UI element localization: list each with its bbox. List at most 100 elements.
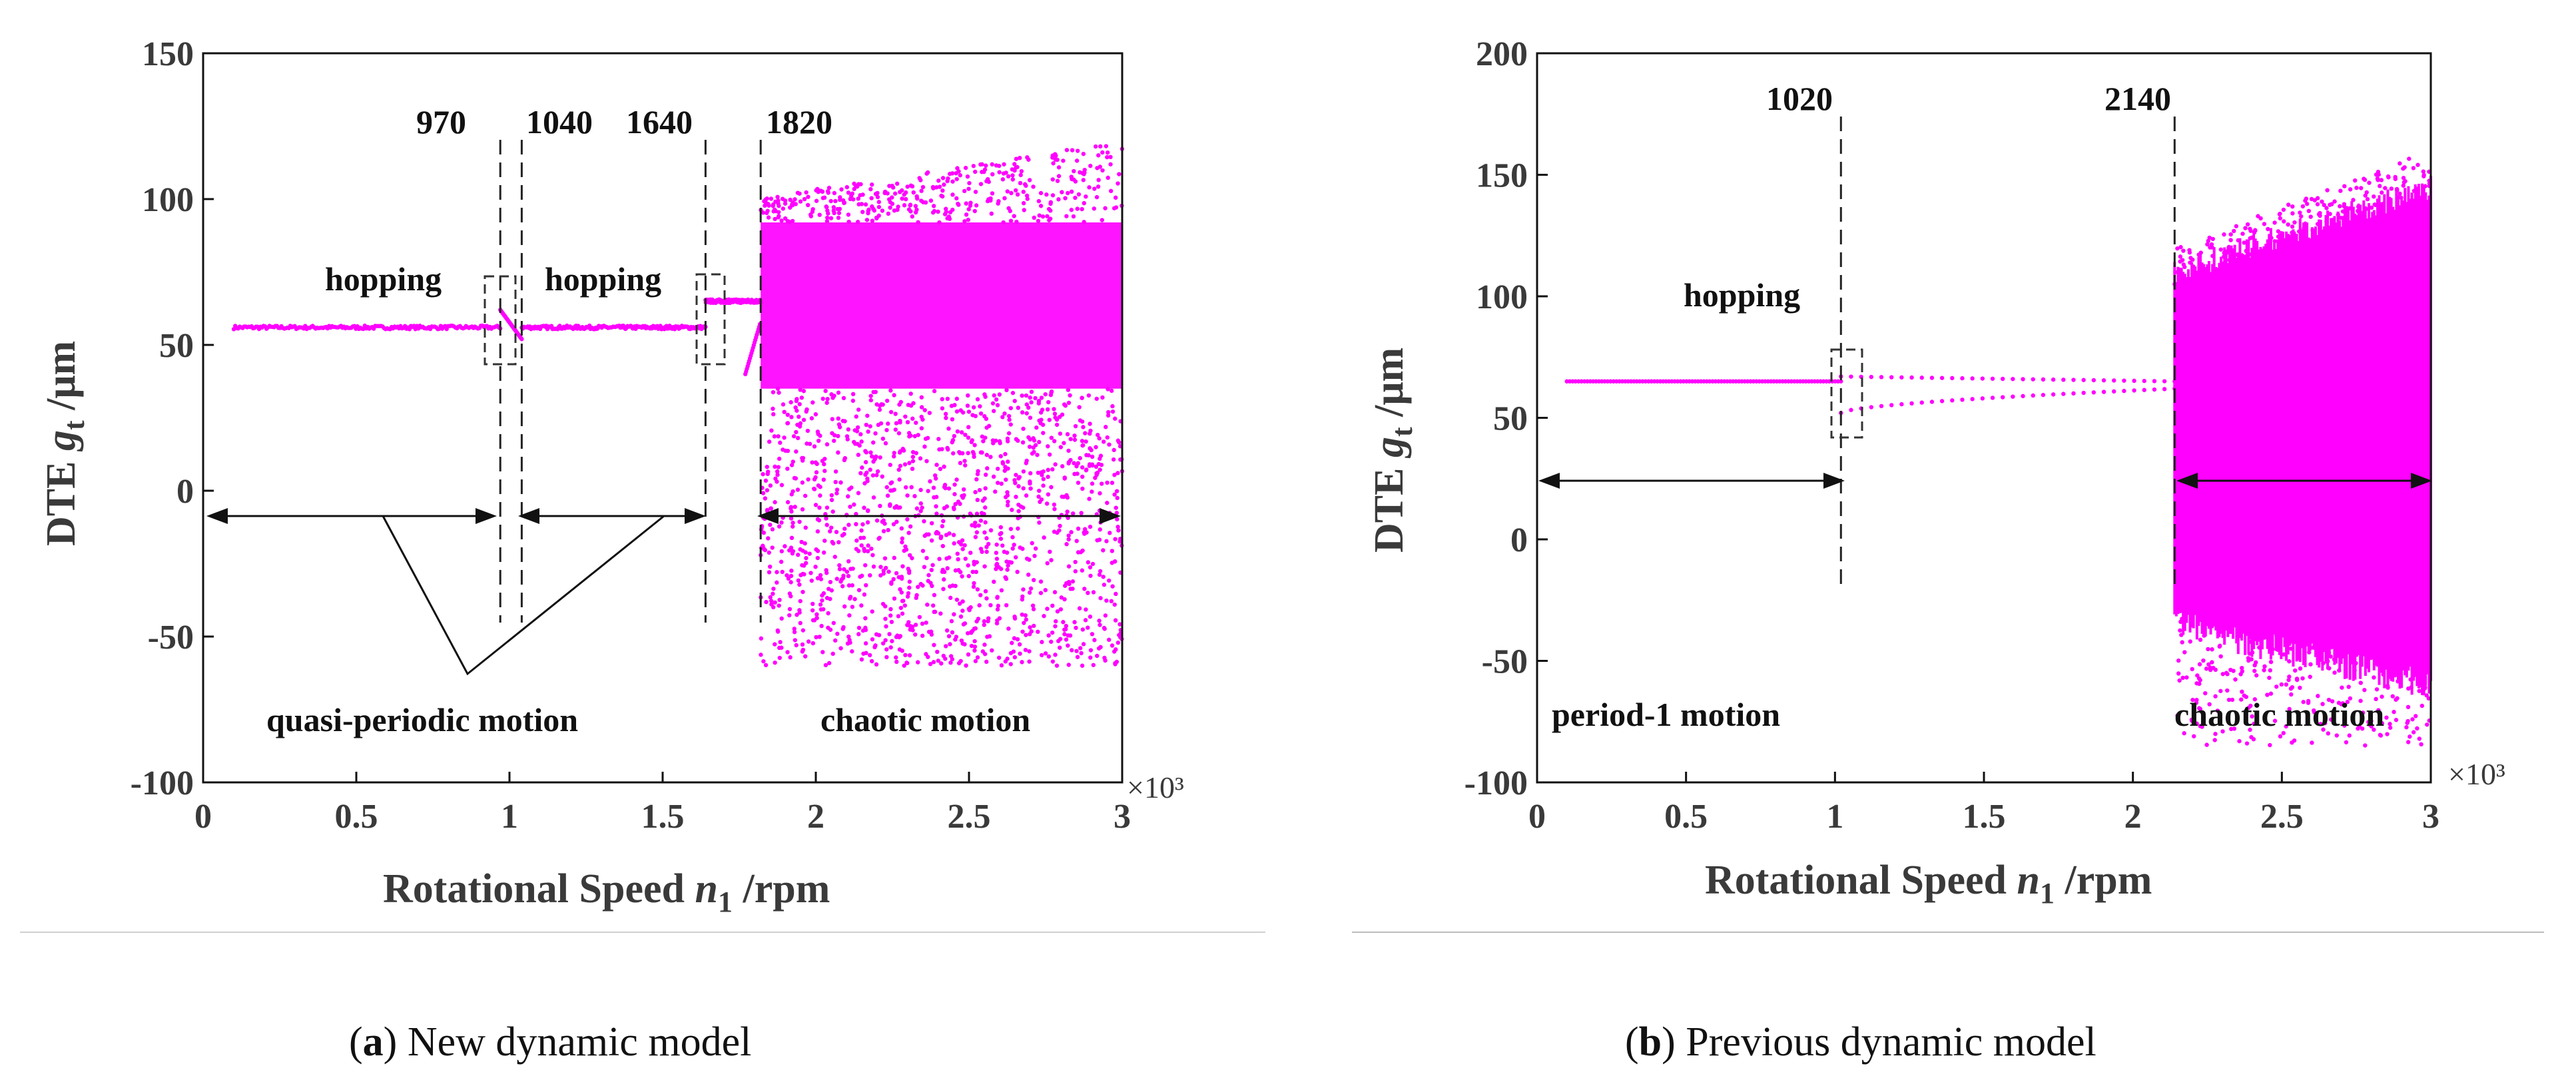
panel-b-point-chaotic bbox=[2338, 188, 2343, 193]
panel-b-point-hopping bbox=[2122, 388, 2126, 394]
panel-a-point-chaotic bbox=[1094, 144, 1098, 149]
panel-a-point-chaotic bbox=[907, 434, 912, 439]
panel-a-point-chaotic bbox=[804, 190, 808, 195]
panel-a-point-chaotic bbox=[1047, 218, 1052, 222]
panel-a-point-chaotic bbox=[996, 603, 1001, 609]
panel-a-point-chaotic bbox=[1112, 447, 1116, 453]
panel-b-point-chaotic bbox=[2228, 629, 2233, 635]
panel-b-point-hopping bbox=[2011, 394, 2015, 399]
panel-b-point-chaotic bbox=[2284, 724, 2288, 729]
panel-b-point-chaotic bbox=[2344, 740, 2349, 744]
panel-a-point-chaotic bbox=[994, 542, 999, 547]
panel-b-point-chaotic bbox=[2322, 720, 2328, 726]
panel-a-point-chaotic bbox=[838, 480, 843, 485]
panel-b-point-chaotic bbox=[2354, 617, 2360, 622]
panel-b-point-chaotic bbox=[2262, 668, 2266, 673]
panel-a-point-chaotic bbox=[1088, 614, 1093, 619]
panel-a-point-chaotic bbox=[1088, 421, 1092, 426]
panel-a-point-chaotic bbox=[848, 196, 853, 202]
panel-b-point-chaotic bbox=[2287, 675, 2292, 679]
panel-a-point-chaotic bbox=[908, 524, 913, 529]
panel-a-point-chaotic bbox=[1064, 637, 1069, 642]
panel-a-point-chaotic bbox=[1072, 461, 1076, 465]
panel-a-point-chaotic bbox=[1096, 184, 1101, 189]
panel-a-point-chaotic bbox=[974, 477, 979, 482]
panel-a-point-chaotic bbox=[1075, 471, 1080, 476]
panel-a-point-chaotic bbox=[787, 591, 793, 596]
panel-a-point-chaotic bbox=[1046, 444, 1050, 449]
panel-a-point-chaotic bbox=[841, 573, 846, 578]
panel-a-point-chaotic bbox=[960, 547, 965, 551]
panel-a-point-chaotic bbox=[1072, 168, 1076, 174]
panel-a-point-chaotic bbox=[1108, 162, 1113, 166]
panel-a-point-chaotic bbox=[777, 655, 782, 661]
panel-a-point-chaotic bbox=[1039, 417, 1044, 422]
panel-a-point-chaotic bbox=[880, 208, 885, 213]
panel-a-point-chaotic bbox=[881, 518, 886, 523]
panel-b-point-chaotic bbox=[2366, 619, 2371, 625]
panel-a-point-chaotic bbox=[824, 523, 829, 527]
panel-a-point-chaotic bbox=[999, 481, 1004, 486]
panel-a-point-chaotic bbox=[946, 486, 952, 491]
panel-a-point-chaotic bbox=[815, 549, 820, 553]
panel-b-point-hopping bbox=[2071, 378, 2076, 382]
panel-a-point-chaotic bbox=[1028, 486, 1033, 491]
panel-b-point-period-1 bbox=[1570, 379, 1575, 384]
panel-b-point-chaotic bbox=[2337, 629, 2342, 635]
panel-a-point-chaotic bbox=[944, 644, 948, 649]
panel-a-point-chaotic bbox=[928, 198, 934, 203]
panel-a-point-chaotic bbox=[829, 392, 834, 397]
panel-b-point-chaotic bbox=[2258, 216, 2263, 221]
panel-a-point-chaotic bbox=[1095, 166, 1100, 170]
panel-a-point-chaotic bbox=[1024, 411, 1029, 415]
panel-a-point-chaotic bbox=[1090, 481, 1095, 486]
panel-a-point-chaotic bbox=[1088, 655, 1093, 660]
panel-a-point-chaotic bbox=[856, 202, 861, 207]
panel-a-point-chaotic bbox=[888, 503, 892, 508]
panel-a-point-chaotic bbox=[794, 429, 799, 435]
panel-b-point-period-1 bbox=[1821, 379, 1826, 384]
panel-a-point-chaotic bbox=[982, 413, 987, 419]
panel-a-point-quasi-periodic bbox=[407, 327, 412, 332]
panel-b-y-tick-label: 0 bbox=[1510, 521, 1528, 559]
panel-a-point-chaotic bbox=[785, 448, 791, 453]
panel-a-point-chaotic bbox=[929, 567, 934, 573]
panel-b-point-chaotic bbox=[2336, 653, 2342, 659]
panel-a-point-chaotic bbox=[777, 456, 782, 461]
panel-a-point-chaotic bbox=[994, 163, 999, 168]
panel-b-point-chaotic bbox=[2287, 706, 2292, 712]
panel-a-point-chaotic bbox=[1113, 618, 1118, 623]
panel-a-point-chaotic bbox=[876, 200, 881, 204]
panel-a-point-chaotic bbox=[862, 592, 867, 597]
panel-a-point-chaotic bbox=[841, 396, 846, 401]
panel-a-point-chaotic bbox=[803, 525, 808, 530]
panel-a-point-chaotic bbox=[834, 491, 839, 496]
panel-a-point-chaotic bbox=[996, 201, 1000, 206]
panel-a-point-chaotic bbox=[908, 553, 912, 558]
panel-a-point-chaotic bbox=[856, 632, 861, 637]
panel-a-point-chaotic bbox=[1098, 527, 1102, 532]
panel-a-point-chaotic bbox=[1023, 647, 1028, 653]
panel-b-point-chaotic bbox=[2326, 614, 2331, 619]
panel-b-point-chaotic bbox=[2372, 620, 2377, 625]
panel-b-point-chaotic bbox=[2247, 252, 2252, 257]
panel-b-point-period-1 bbox=[1649, 379, 1654, 384]
panel-a-point-chaotic bbox=[820, 459, 825, 463]
panel-b-point-chaotic bbox=[2421, 172, 2426, 178]
panel-a-point-chaotic bbox=[873, 431, 878, 436]
panel-a-point-chaotic bbox=[801, 571, 805, 577]
panel-b-point-chaotic bbox=[2338, 204, 2342, 208]
panel-a-point-chaotic bbox=[938, 467, 943, 471]
panel-a-point-chaotic bbox=[900, 536, 905, 541]
panel-b-point-chaotic bbox=[2388, 197, 2392, 202]
panel-a-x-axis-label: Rotational Speed n1 /rpm bbox=[383, 866, 830, 918]
panel-a-point-chaotic bbox=[845, 437, 850, 441]
panel-a-point-chaotic bbox=[976, 523, 981, 528]
panel-b-point-chaotic bbox=[2220, 262, 2226, 266]
panel-a-point-chaotic bbox=[773, 464, 777, 469]
panel-a-point-chaotic bbox=[1042, 613, 1046, 619]
panel-a-point-chaotic bbox=[822, 469, 827, 473]
panel-a-point-chaotic bbox=[887, 184, 892, 188]
panel-a-point-chaotic bbox=[861, 651, 866, 656]
panel-a-point-chaotic bbox=[1088, 573, 1093, 578]
